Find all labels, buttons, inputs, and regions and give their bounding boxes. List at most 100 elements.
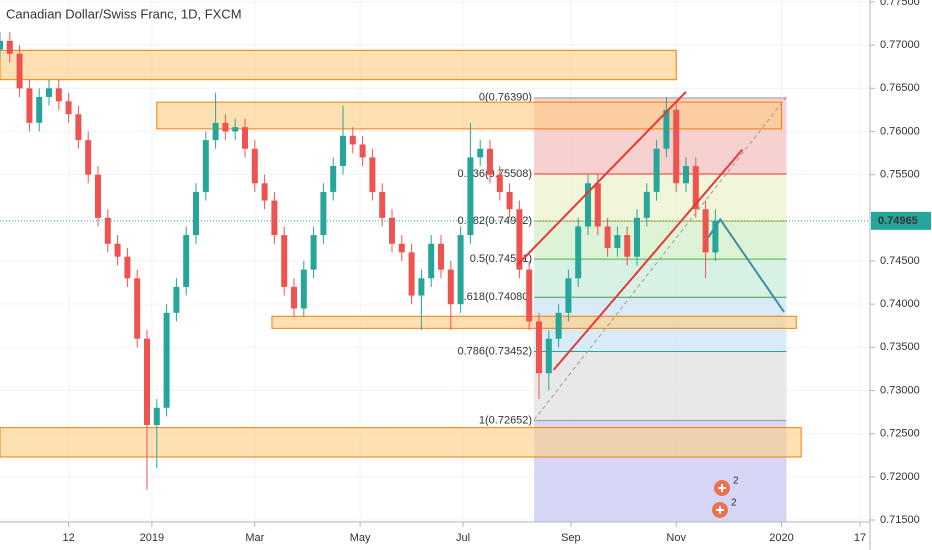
candle-body <box>300 269 307 309</box>
x-tick-label: Sep <box>561 532 581 544</box>
candle-body <box>477 148 484 158</box>
candle-body <box>389 217 396 244</box>
x-tick-label: May <box>350 532 371 544</box>
candle-body <box>555 312 562 339</box>
candle-body <box>36 96 43 123</box>
y-tick-label: 0.77000 <box>880 39 920 51</box>
candle-body <box>310 235 317 270</box>
candle-body <box>712 220 719 253</box>
candle-body <box>153 407 160 426</box>
trend-line <box>707 217 785 313</box>
candle-body <box>643 191 650 218</box>
candle-body <box>85 140 92 175</box>
y-tick-label: 0.75500 <box>880 169 920 181</box>
candle-body <box>26 88 33 123</box>
badge-count: 2 <box>731 498 737 509</box>
chart-title: Canadian Dollar/Swiss Franc, 1D, FXCM <box>6 6 242 21</box>
trend-line <box>533 96 787 421</box>
y-tick-label: 0.77500 <box>880 0 920 8</box>
candle-body <box>359 144 366 158</box>
candle-body <box>506 191 513 210</box>
trend-line <box>552 148 744 371</box>
candle-body <box>702 209 709 253</box>
candle-body <box>545 338 552 374</box>
candle-body <box>16 53 23 89</box>
candle-body <box>291 286 298 309</box>
plot-area: 0(0.76390) 0.236(0.75508) 0.382(0.74962) 0.… <box>0 0 870 522</box>
fib-label: 1(0.72652) <box>479 414 532 426</box>
last-price-box <box>871 211 931 230</box>
candle-body <box>663 109 670 149</box>
candle-body <box>575 226 582 279</box>
candle-body <box>379 191 386 218</box>
candle-body <box>65 101 72 115</box>
candle-body <box>585 183 592 227</box>
candle-body <box>428 243 435 279</box>
y-tick-label: 0.73500 <box>880 341 920 353</box>
x-tick-label: 12 <box>62 532 74 544</box>
candle-body <box>124 256 131 279</box>
badge-count: 2 <box>733 476 739 487</box>
candle-body <box>193 191 200 236</box>
last-price-label: 0.74965 <box>878 215 918 227</box>
candle-body <box>75 114 82 141</box>
fib-band <box>534 173 787 222</box>
zone <box>0 49 677 81</box>
fib-label: 0.236(0.75508) <box>457 168 532 180</box>
candle-body <box>496 174 503 192</box>
candle-body <box>222 122 229 132</box>
candle-body <box>134 278 141 339</box>
candle-body <box>340 135 347 167</box>
y-tick-label: 0.71500 <box>880 514 920 526</box>
y-tick-label: 0.76500 <box>880 82 920 94</box>
fib-label: 0.382(0.74962) <box>457 215 532 227</box>
candle-body <box>565 278 572 313</box>
x-tick-label: 17 <box>854 532 866 544</box>
candle-body <box>163 312 170 408</box>
fib-band <box>534 351 787 421</box>
candle-body <box>320 191 327 236</box>
y-tick-label: 0.74000 <box>880 298 920 310</box>
candle-body <box>349 135 356 145</box>
candle-body <box>398 243 405 253</box>
candle-body <box>536 321 543 374</box>
fib-band <box>534 221 787 260</box>
candle-body <box>242 127 249 149</box>
fib-band <box>534 259 787 298</box>
candle-body <box>467 157 474 236</box>
x-tick-label: Nov <box>666 532 686 544</box>
candle-body <box>457 235 464 305</box>
candle-body <box>634 217 641 257</box>
candle-body <box>212 122 219 141</box>
candle-body <box>55 88 62 102</box>
badge-icon <box>718 484 726 492</box>
y-tick-label: 0.76000 <box>880 125 920 137</box>
candle-body <box>232 127 239 132</box>
candle-body <box>271 200 278 236</box>
candle-body <box>144 338 151 426</box>
candle-body <box>183 235 190 287</box>
candle-body <box>604 226 611 249</box>
zone <box>271 315 797 329</box>
candle-body <box>526 269 533 322</box>
candle-body <box>624 235 631 257</box>
y-tick-label: 0.72000 <box>880 471 920 483</box>
candle-body <box>46 88 53 97</box>
candle-body <box>594 183 601 227</box>
event-badge: 2 <box>714 476 739 496</box>
candle-body <box>95 174 102 218</box>
y-tick-label: 0.73000 <box>880 384 920 396</box>
badge-icon <box>716 506 724 514</box>
candle-body <box>281 235 288 287</box>
candle-body <box>673 109 680 184</box>
candle-body <box>516 209 523 270</box>
candle-body <box>408 252 415 296</box>
candle-body <box>447 269 454 305</box>
x-tick-label: Mar <box>245 532 264 544</box>
x-tick-label: 2020 <box>769 532 793 544</box>
candle-body <box>683 166 690 184</box>
x-tick-label: 2019 <box>140 532 164 544</box>
fib-label: 0.786(0.73452) <box>457 345 532 357</box>
